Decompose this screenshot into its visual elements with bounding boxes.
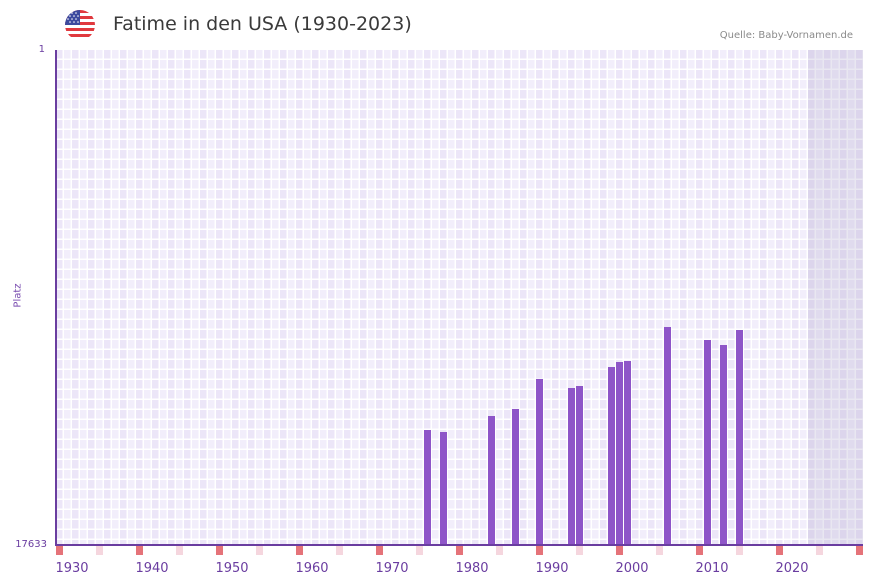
x-tick-1930: 1930 <box>55 561 89 576</box>
source-credit: Quelle: Baby-Vornamen.de <box>719 30 853 41</box>
decade-marker <box>856 546 863 555</box>
half-decade-marker <box>96 546 103 555</box>
bar-1988 <box>536 378 543 545</box>
bar-1992 <box>568 387 575 545</box>
x-tick-1980: 1980 <box>455 561 489 576</box>
half-decade-marker <box>736 546 743 555</box>
x-tick-2010: 2010 <box>695 561 729 576</box>
bar-1997 <box>608 366 615 545</box>
x-tick-1970: 1970 <box>375 561 409 576</box>
bar-1999 <box>624 361 631 545</box>
decade-marker <box>456 546 463 555</box>
bar-1982 <box>488 416 495 545</box>
decade-marker <box>296 546 303 555</box>
bar-2009 <box>704 339 711 545</box>
decade-marker <box>616 546 623 555</box>
bar-1993 <box>576 386 583 545</box>
half-decade-marker <box>416 546 423 555</box>
decade-marker <box>136 546 143 555</box>
grid-background <box>56 50 863 545</box>
x-tick-2000: 2000 <box>615 561 649 576</box>
half-decade-marker <box>496 546 503 555</box>
bar-1985 <box>512 409 519 545</box>
y-tick-top: 1 <box>38 44 45 55</box>
decade-marker <box>536 546 543 555</box>
plot-area <box>56 50 863 545</box>
x-axis-line <box>55 544 863 546</box>
x-tick-1960: 1960 <box>295 561 329 576</box>
y-tick-bottom: 17633 <box>15 539 47 550</box>
us-flag-icon <box>65 10 95 40</box>
bar-1976 <box>440 432 447 545</box>
bar-1974 <box>424 430 431 545</box>
half-decade-marker <box>176 546 183 555</box>
chart-title: Fatime in den USA (1930-2023) <box>113 13 412 35</box>
half-decade-marker <box>336 546 343 555</box>
decade-marker <box>376 546 383 555</box>
y-axis-title: Platz <box>12 283 24 308</box>
x-tick-1950: 1950 <box>215 561 249 576</box>
decade-marker <box>216 546 223 555</box>
x-tick-1940: 1940 <box>135 561 169 576</box>
x-tick-1990: 1990 <box>535 561 569 576</box>
y-axis-line <box>55 50 57 546</box>
decade-marker <box>56 546 63 555</box>
half-decade-marker <box>576 546 583 555</box>
bar-1998 <box>616 361 623 545</box>
half-decade-marker <box>256 546 263 555</box>
decade-marker <box>696 546 703 555</box>
x-tick-2020: 2020 <box>775 561 809 576</box>
bar-2013 <box>736 330 743 545</box>
half-decade-marker <box>816 546 823 555</box>
half-decade-marker <box>656 546 663 555</box>
decade-marker <box>776 546 783 555</box>
bar-2011 <box>720 345 727 545</box>
bar-2004 <box>664 327 671 545</box>
